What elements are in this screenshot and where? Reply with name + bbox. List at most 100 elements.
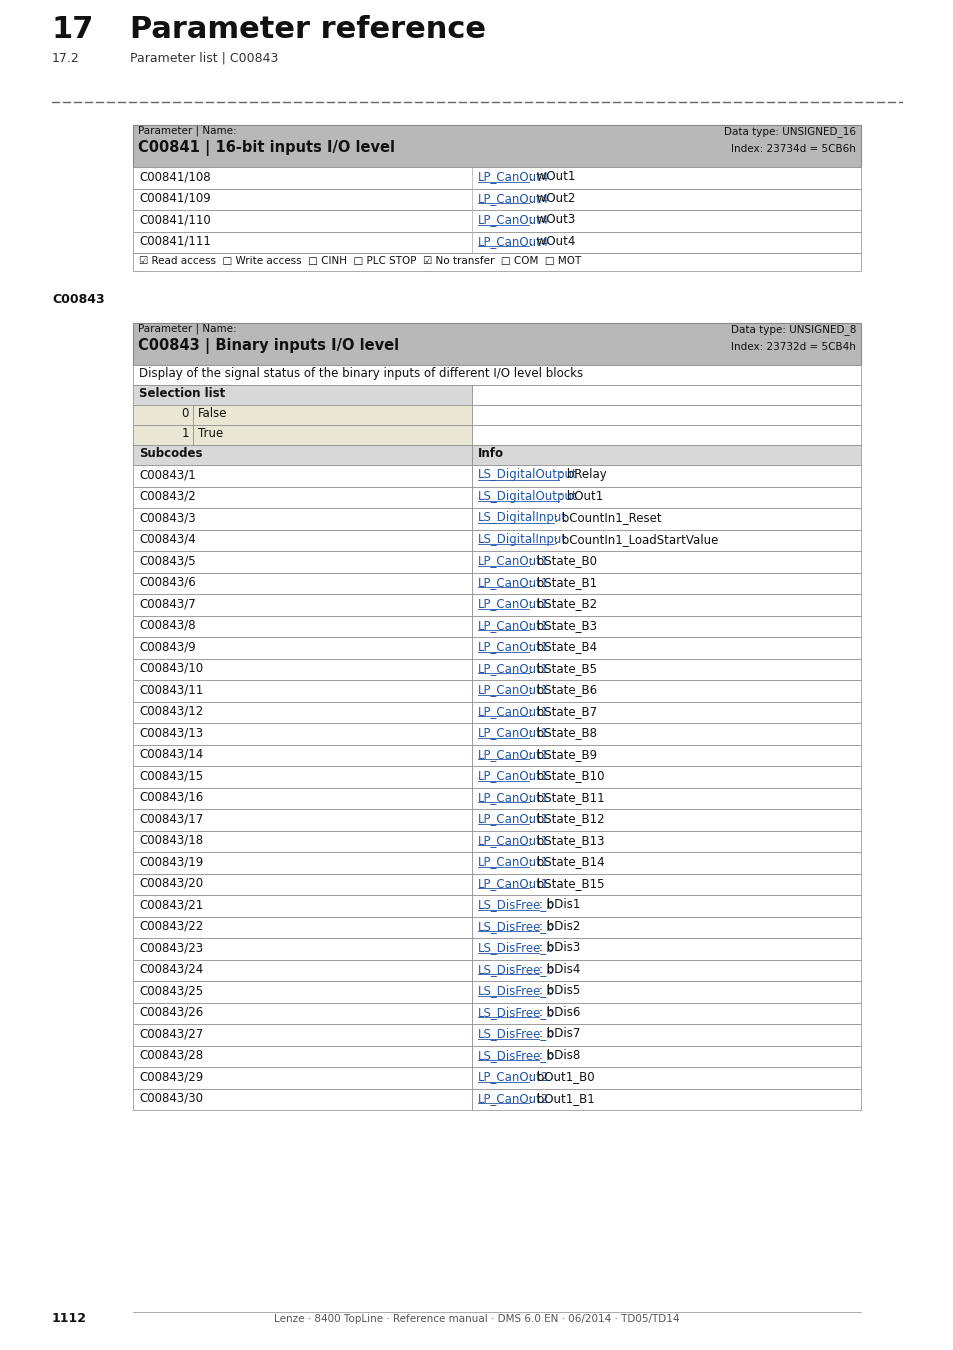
Text: C00843/26: C00843/26	[139, 1006, 203, 1019]
Text: 0: 0	[181, 408, 189, 420]
Text: : bState_B5: : bState_B5	[528, 662, 596, 675]
Text: Parameter | Name:: Parameter | Name:	[138, 324, 236, 335]
Text: : bState_B14: : bState_B14	[528, 856, 603, 868]
Bar	[471, 809, 861, 830]
Text: C00843/17: C00843/17	[139, 813, 203, 825]
Text: C00843/12: C00843/12	[139, 705, 203, 718]
Bar	[132, 1066, 471, 1088]
Bar	[471, 1003, 861, 1025]
Text: LP_CanOut1: LP_CanOut1	[477, 705, 548, 718]
Bar	[471, 1025, 861, 1045]
Bar	[132, 616, 471, 637]
Text: Parameter list | C00843: Parameter list | C00843	[130, 53, 278, 65]
Text: LP_CanOut4: LP_CanOut4	[477, 213, 548, 227]
Text: LS_DisFree_b: LS_DisFree_b	[477, 1006, 554, 1019]
Text: : wOut4: : wOut4	[528, 235, 575, 248]
Text: Info: Info	[477, 447, 503, 460]
Bar	[132, 252, 861, 271]
Bar	[132, 895, 471, 917]
Bar	[132, 852, 471, 873]
Text: C00843/28: C00843/28	[139, 1049, 203, 1062]
Text: Display of the signal status of the binary inputs of different I/O level blocks: Display of the signal status of the bina…	[139, 367, 582, 381]
Bar	[132, 1088, 471, 1110]
Bar	[132, 446, 471, 464]
Text: C00843/10: C00843/10	[139, 662, 203, 675]
Text: LP_CanOut1: LP_CanOut1	[477, 597, 548, 610]
Bar	[471, 637, 861, 659]
Bar	[132, 551, 471, 572]
Bar	[471, 895, 861, 917]
Text: C00843/22: C00843/22	[139, 919, 203, 933]
Bar	[471, 724, 861, 744]
Text: : bDis5: : bDis5	[538, 984, 579, 998]
Text: LS_DisFree_b: LS_DisFree_b	[477, 963, 554, 976]
Text: C00843/11: C00843/11	[139, 683, 203, 697]
Text: LS_DisFree_b: LS_DisFree_b	[477, 898, 554, 911]
Bar	[132, 231, 861, 252]
Bar	[132, 189, 861, 211]
Text: : bDis7: : bDis7	[538, 1027, 579, 1041]
Text: C00843/21: C00843/21	[139, 898, 203, 911]
Bar	[132, 702, 471, 724]
Bar	[132, 680, 471, 702]
Text: : bState_B1: : bState_B1	[528, 576, 596, 589]
Bar	[471, 938, 861, 960]
Bar	[132, 724, 471, 744]
Text: 17: 17	[52, 15, 94, 45]
Text: LS_DisFree_b: LS_DisFree_b	[477, 941, 554, 954]
Bar	[471, 744, 861, 765]
Bar	[471, 446, 861, 464]
Bar	[132, 981, 471, 1003]
Text: C00841/111: C00841/111	[139, 235, 211, 248]
Text: C00843/29: C00843/29	[139, 1071, 203, 1083]
Bar	[132, 364, 861, 385]
Bar	[471, 464, 861, 486]
Bar	[132, 486, 471, 508]
Text: C00843 | Binary inputs I/O level: C00843 | Binary inputs I/O level	[138, 338, 398, 354]
Bar	[132, 787, 471, 809]
Bar	[193, 405, 471, 425]
Text: LP_CanOut1: LP_CanOut1	[477, 834, 548, 846]
Bar	[132, 1045, 471, 1066]
Text: C00843/16: C00843/16	[139, 791, 203, 803]
Text: LP_CanOut2: LP_CanOut2	[477, 1092, 548, 1104]
Text: LP_CanOut1: LP_CanOut1	[477, 662, 548, 675]
Text: : bState_B10: : bState_B10	[528, 769, 603, 783]
Bar	[132, 385, 471, 405]
Bar	[471, 1045, 861, 1066]
Bar	[471, 787, 861, 809]
Text: LP_CanOut4: LP_CanOut4	[477, 192, 548, 205]
Text: : bDis1: : bDis1	[538, 898, 579, 911]
Bar	[132, 405, 193, 425]
Text: LS_DigitalOutput: LS_DigitalOutput	[477, 490, 577, 502]
Text: : bOut1_B0: : bOut1_B0	[528, 1071, 594, 1083]
Bar	[132, 659, 471, 680]
Text: Lenze · 8400 TopLine · Reference manual · DMS 6.0 EN · 06/2014 · TD05/TD14: Lenze · 8400 TopLine · Reference manual …	[274, 1314, 679, 1324]
Text: : bState_B15: : bState_B15	[528, 878, 603, 890]
Text: : bDis4: : bDis4	[538, 963, 579, 976]
Text: LS_DigitalInput: LS_DigitalInput	[477, 533, 566, 545]
Text: C00843/3: C00843/3	[139, 512, 195, 524]
Text: C00843/20: C00843/20	[139, 878, 203, 890]
Bar	[132, 1003, 471, 1025]
Bar	[471, 508, 861, 529]
Text: : bState_B7: : bState_B7	[528, 705, 596, 718]
Text: Data type: UNSIGNED_8: Data type: UNSIGNED_8	[730, 324, 855, 335]
Text: C00843/5: C00843/5	[139, 555, 195, 567]
Text: C00843/30: C00843/30	[139, 1092, 203, 1104]
Text: Selection list: Selection list	[139, 387, 225, 401]
Text: C00843/6: C00843/6	[139, 576, 195, 589]
Text: Parameter | Name:: Parameter | Name:	[138, 126, 236, 136]
Text: C00843/18: C00843/18	[139, 834, 203, 846]
Text: LP_CanOut1: LP_CanOut1	[477, 555, 548, 567]
Text: C00843/9: C00843/9	[139, 640, 195, 653]
Bar	[471, 529, 861, 551]
Text: 1: 1	[181, 428, 189, 440]
Bar	[471, 1088, 861, 1110]
Text: Data type: UNSIGNED_16: Data type: UNSIGNED_16	[723, 126, 855, 136]
Text: : bState_B4: : bState_B4	[528, 640, 596, 653]
Text: C00843/13: C00843/13	[139, 726, 203, 740]
Bar	[132, 508, 471, 529]
Text: : bState_B0: : bState_B0	[528, 555, 596, 567]
Text: C00843/14: C00843/14	[139, 748, 203, 761]
